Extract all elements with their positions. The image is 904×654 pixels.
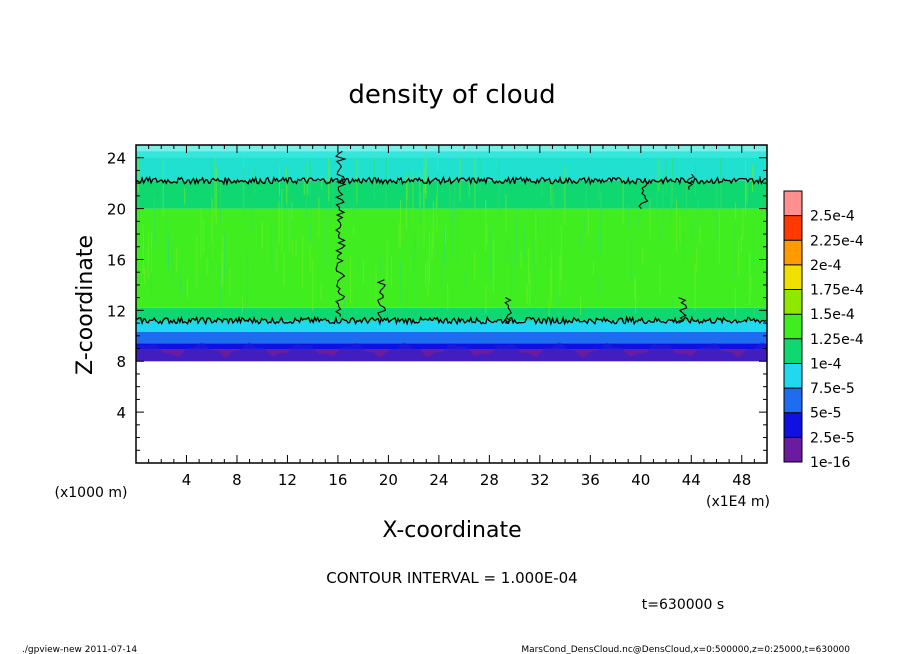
cloud-base-lumps [136,342,767,362]
colorbar-label: 1e-16 [810,455,850,471]
colorbar-swatch [784,240,802,265]
x-tick-label: 36 [581,471,600,489]
colorbar-swatch [784,363,802,389]
contour-line [335,150,347,317]
colorbar-label: 7.5e-5 [810,381,855,397]
colorbar: 1e-16 2.5e-5 5e-5 7.5e-5 1e-4 1.25e-4 1.5e-4 1.… [783,190,864,471]
colorbar-label: 1.75e-4 [810,283,864,299]
x-tick-label: 12 [278,471,297,489]
field-band [136,320,767,332]
y-tick-label: 16 [107,251,126,269]
colorbar-swatch [784,437,802,462]
x-axis: 4 8 12 16 20 24 28 32 36 40 44 48 [148,145,755,489]
colorbar-swatch [784,191,802,216]
contour-line [376,279,387,321]
contour-interval-label: CONTOUR INTERVAL = 1.000E-04 [326,569,577,587]
colorbar-label: 2.5e-4 [810,209,855,225]
y-tick-label: 12 [107,302,126,320]
x-tick-label: 44 [682,471,701,489]
colorbar-label: 2.25e-4 [810,233,864,249]
x-tick-label: 4 [182,471,192,489]
y-tick-label: 20 [107,201,126,219]
contour-line [135,175,767,187]
chart-title: density of cloud [348,80,555,110]
contour-line [135,315,767,327]
contour-line [638,178,649,209]
x-axis-label: X-coordinate [382,518,521,543]
x-unit-label: (x1E4 m) [706,494,770,510]
colorbar-label: 1e-4 [810,357,842,373]
x-tick-label: 24 [429,471,448,489]
contour-line [504,297,512,324]
colorbar-swatch [784,264,802,290]
colorbar-swatch [784,388,802,413]
x-tick-label: 28 [480,471,499,489]
colorbar-swatch [784,314,802,339]
footer-right: MarsCond_DensCloud.nc@DensCloud,x=0:5000… [521,645,850,654]
y-tick-label: 24 [107,150,126,168]
x-tick-label: 32 [530,471,549,489]
colorbar-swatch [784,338,802,364]
plot-area [135,144,768,464]
field-band [136,180,767,209]
contour-line [686,173,695,190]
y-tick-label: 8 [116,353,126,371]
field-band [136,307,767,321]
footer-left: ./gpview-new 2011-07-14 [22,645,137,654]
colorbar-label: 2.5e-5 [810,430,855,446]
colorbar-label: 2e-4 [810,258,842,274]
y-unit-label: (x1000 m) [55,485,128,501]
colorbar-label: 5e-5 [810,406,841,422]
colorbar-swatch [784,412,802,438]
field-band [136,208,767,308]
field-band [136,331,767,344]
x-tick-label: 40 [631,471,650,489]
colorbar-swatch [784,289,802,315]
y-tick-label: 4 [116,404,126,422]
colorbar-label: 1.25e-4 [810,332,864,348]
x-tick-label: 8 [232,471,242,489]
y-axis: 4 8 12 16 20 24 [107,150,767,451]
colorbar-swatch [784,215,802,241]
x-tick-label: 16 [328,471,347,489]
colorbar-label: 1.5e-4 [810,307,855,323]
contour-lines [135,150,767,327]
x-tick-label: 48 [732,471,751,489]
contour-line [678,297,688,324]
y-axis-label: Z-coordinate [73,235,98,375]
density-field [135,145,767,362]
x-tick-label: 20 [379,471,398,489]
time-label: t=630000 s [642,597,724,613]
field-band [136,145,767,158]
